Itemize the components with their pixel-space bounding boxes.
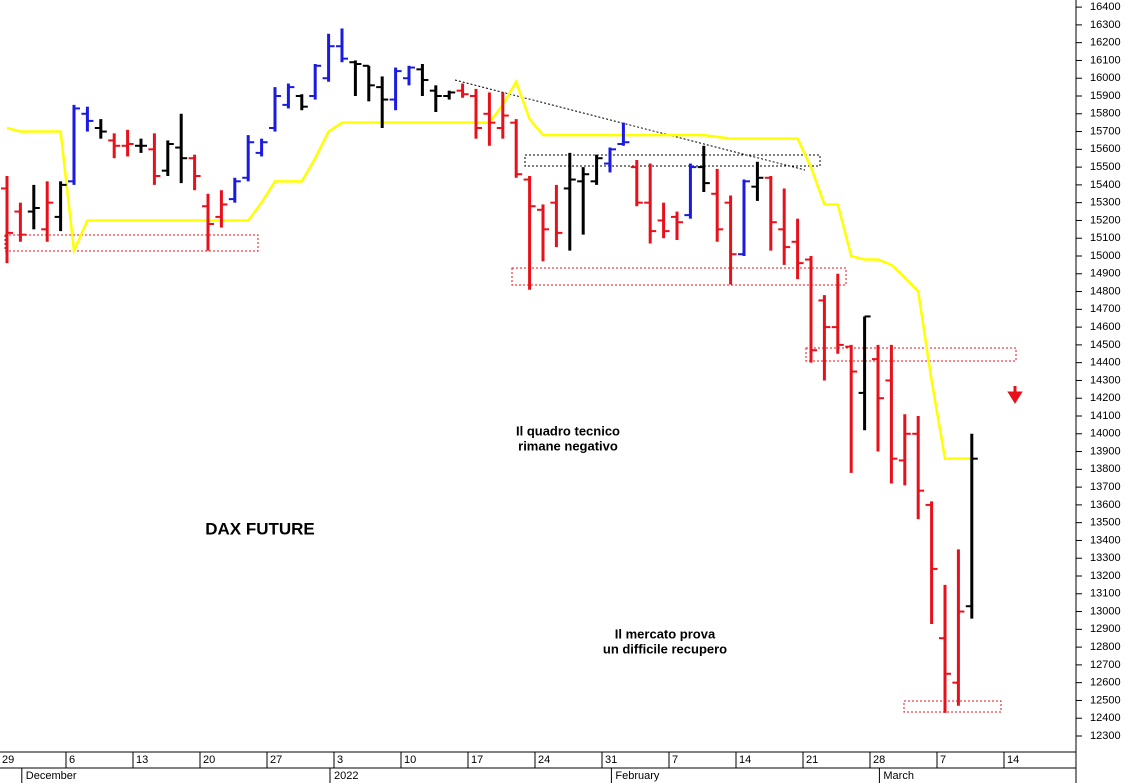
x-tick-label: 7	[672, 754, 678, 766]
y-tick-label: 13600	[1090, 499, 1121, 511]
y-tick-label: 12400	[1090, 712, 1121, 724]
y-tick-label: 16100	[1090, 54, 1121, 66]
y-tick-label: 14300	[1090, 374, 1121, 386]
resistance-box	[805, 347, 1017, 362]
y-tick-label: 16200	[1090, 37, 1121, 49]
y-tick-label: 15500	[1090, 161, 1121, 173]
y-tick-label: 16400	[1090, 1, 1121, 13]
y-tick-label: 14800	[1090, 285, 1121, 297]
down-arrow	[1007, 386, 1023, 404]
x-tick-label: 20	[203, 754, 215, 766]
support-box	[511, 267, 847, 286]
x-tick-label: 27	[270, 754, 282, 766]
y-tick-label: 15900	[1090, 90, 1121, 102]
y-tick-label: 16300	[1090, 19, 1121, 31]
month-label: 2022	[334, 770, 358, 782]
x-tick-label: 14	[739, 754, 751, 766]
x-tick-label: 7	[940, 754, 946, 766]
chart-title: DAX FUTURE	[205, 519, 315, 538]
x-tick-label: 29	[2, 754, 14, 766]
x-tick-label: 17	[471, 754, 483, 766]
y-tick-label: 15700	[1090, 125, 1121, 137]
x-tick-label: 3	[337, 754, 343, 766]
y-tick-label: 13200	[1090, 570, 1121, 582]
y-tick-label: 14500	[1090, 339, 1121, 351]
x-tick-label: 28	[873, 754, 885, 766]
y-tick-label: 13100	[1090, 588, 1121, 600]
y-tick-label: 14600	[1090, 321, 1121, 333]
y-tick-label: 14200	[1090, 392, 1121, 404]
y-tick-label: 13900	[1090, 445, 1121, 457]
x-tick-label: 24	[538, 754, 550, 766]
annotation: un difficile recupero	[603, 641, 727, 656]
y-tick-label: 12900	[1090, 623, 1121, 635]
y-tick-label: 15800	[1090, 108, 1121, 120]
y-tick-label: 15300	[1090, 197, 1121, 209]
month-label: March	[883, 770, 914, 782]
y-tick-label: 15100	[1090, 232, 1121, 244]
y-tick-label: 15000	[1090, 250, 1121, 262]
y-tick-label: 13800	[1090, 463, 1121, 475]
y-tick-label: 15400	[1090, 179, 1121, 191]
support-box	[4, 234, 259, 252]
annotation: rimane negativo	[518, 438, 618, 453]
trend-line	[454, 79, 806, 171]
y-tick-label: 13400	[1090, 534, 1121, 546]
month-label: December	[26, 770, 77, 782]
y-tick-label: 12800	[1090, 641, 1121, 653]
annotation: Il quadro tecnico	[516, 423, 620, 438]
x-tick-label: 6	[69, 754, 75, 766]
y-tick-label: 15200	[1090, 214, 1121, 226]
y-tick-label: 12300	[1090, 730, 1121, 742]
y-tick-label: 13000	[1090, 605, 1121, 617]
annotation: Il mercato prova	[615, 626, 716, 641]
y-tick-label: 13700	[1090, 481, 1121, 493]
y-tick-label: 14400	[1090, 357, 1121, 369]
y-tick-label: 12600	[1090, 677, 1121, 689]
y-tick-label: 12500	[1090, 694, 1121, 706]
x-tick-label: 13	[136, 754, 148, 766]
x-tick-label: 10	[404, 754, 416, 766]
y-tick-label: 14000	[1090, 428, 1121, 440]
y-tick-label: 14900	[1090, 268, 1121, 280]
y-tick-label: 13500	[1090, 517, 1121, 529]
resistance-box	[524, 154, 821, 167]
y-tick-label: 14700	[1090, 303, 1121, 315]
y-tick-label: 12700	[1090, 659, 1121, 671]
y-tick-label: 15600	[1090, 143, 1121, 155]
x-tick-label: 14	[1007, 754, 1019, 766]
y-tick-label: 14100	[1090, 410, 1121, 422]
x-tick-label: 31	[605, 754, 617, 766]
x-tick-label: 21	[806, 754, 818, 766]
y-tick-label: 13300	[1090, 552, 1121, 564]
y-tick-label: 16000	[1090, 72, 1121, 84]
month-label: February	[615, 770, 660, 782]
support-box	[903, 700, 1002, 713]
